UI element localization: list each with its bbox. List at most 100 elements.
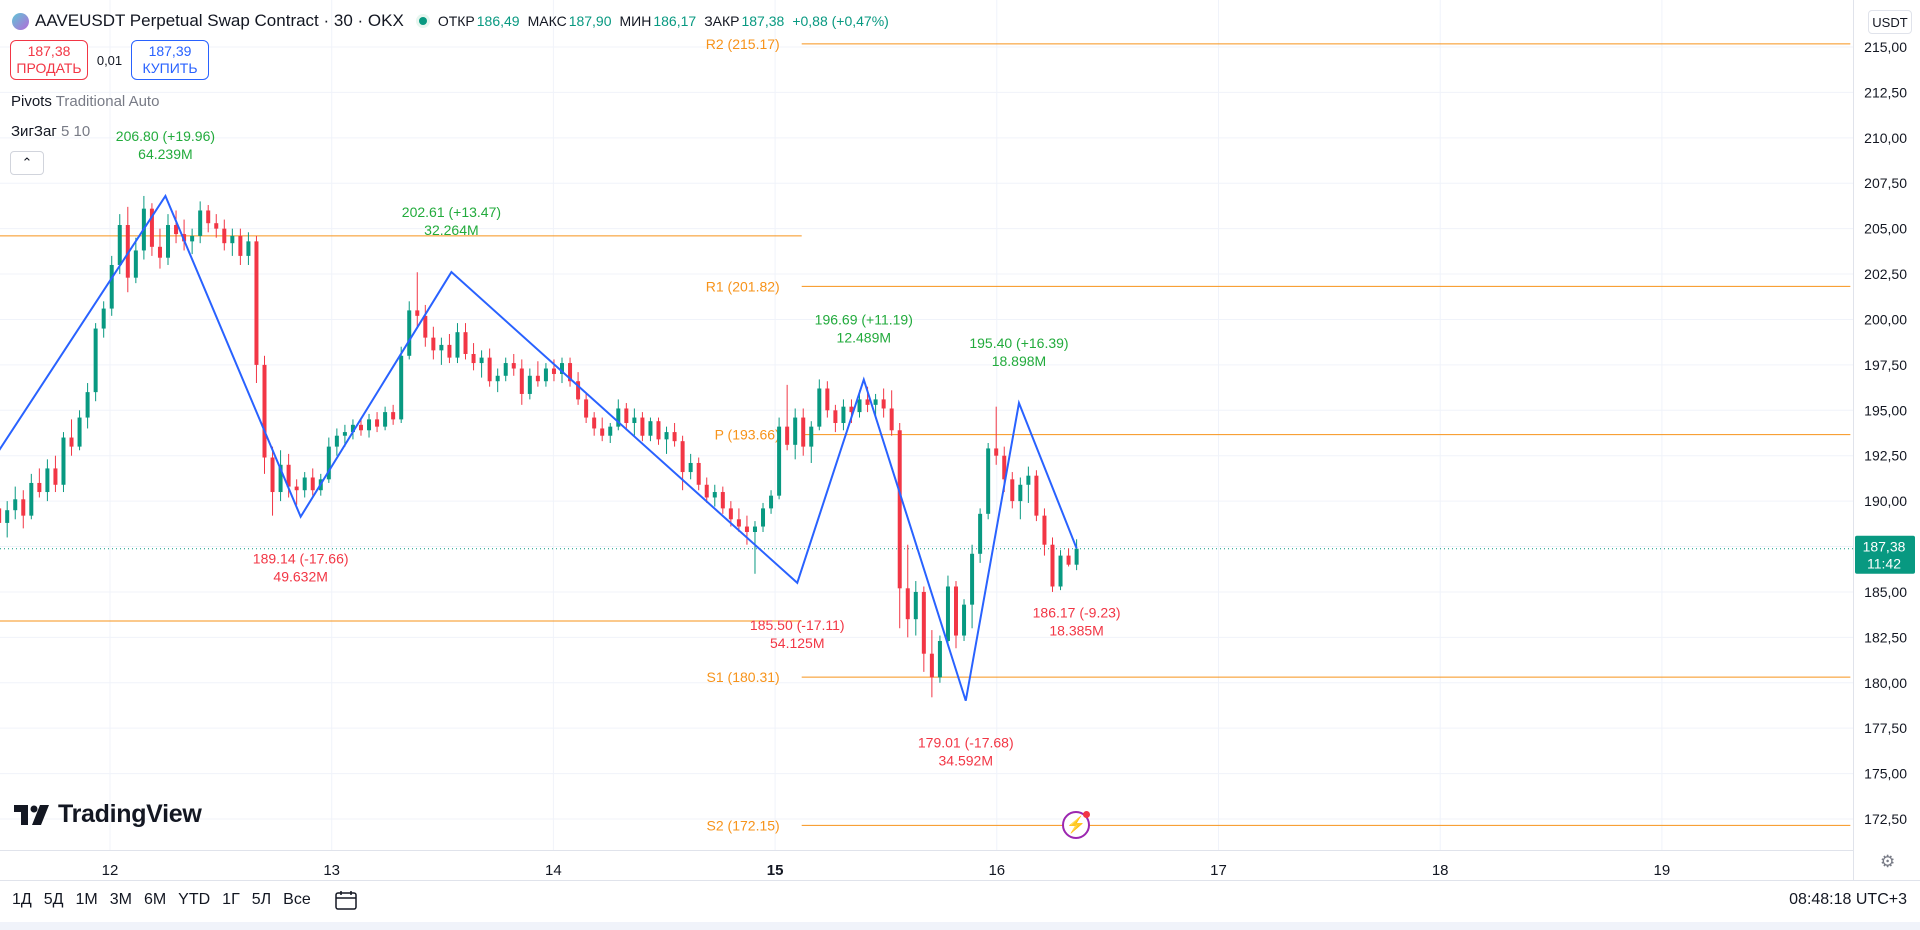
- candle-body: [463, 332, 468, 354]
- candle: [761, 502, 766, 532]
- zigzag-label-volume: 64.239M: [138, 146, 192, 162]
- candle-body: [761, 508, 766, 527]
- candle-body: [0, 508, 2, 523]
- range-1m-button[interactable]: 1М: [75, 891, 98, 908]
- candle-body: [471, 353, 476, 364]
- candle: [69, 419, 74, 456]
- range-1d-button[interactable]: 1Д: [12, 891, 32, 908]
- candle: [576, 372, 581, 405]
- clock-display[interactable]: 08:48:18 UTC+3: [1789, 891, 1907, 908]
- range-6m-button[interactable]: 6М: [143, 891, 167, 908]
- y-tick-label: 190,00: [1864, 493, 1907, 509]
- candle-body: [1066, 555, 1071, 565]
- trade-panel: 187,38 ПРОДАТЬ 0,01 187,39 КУПИТЬ: [10, 40, 209, 80]
- bolt-icon[interactable]: ⚡: [1062, 811, 1090, 839]
- candle: [1066, 548, 1071, 567]
- candle-body: [238, 235, 243, 256]
- candle-body: [849, 406, 854, 413]
- candle: [190, 228, 195, 255]
- currency-selector[interactable]: USDT: [1868, 10, 1912, 34]
- candle-body: [664, 432, 669, 440]
- candle-body: [962, 604, 967, 636]
- candle-body: [198, 210, 203, 236]
- candle: [608, 423, 613, 443]
- currency-label: USDT: [1872, 14, 1908, 30]
- candle-body: [511, 363, 516, 369]
- indicator-pivots[interactable]: Pivots Traditional Auto: [11, 93, 159, 110]
- zigzag-label-price: 179.01 (-17.68): [918, 735, 1014, 751]
- range-5y-button[interactable]: 5Л: [251, 891, 272, 908]
- chart-settings-gear-icon[interactable]: ⚙: [1880, 852, 1896, 871]
- candle: [769, 490, 774, 514]
- candle-body: [29, 482, 34, 516]
- candle: [897, 423, 902, 629]
- candle-body: [640, 417, 645, 436]
- y-tick-label: 180,00: [1864, 675, 1907, 691]
- range-1y-button[interactable]: 1Г: [222, 891, 240, 908]
- indicator-zigzag[interactable]: ЗигЗаг 5 10: [11, 123, 90, 140]
- range-3m-button[interactable]: 3М: [109, 891, 132, 908]
- candle: [206, 205, 211, 233]
- candle-body: [1034, 475, 1039, 516]
- candle-body: [736, 519, 741, 527]
- candle: [945, 575, 950, 647]
- candle: [37, 468, 42, 498]
- zigzag-label-volume: 54.125M: [770, 635, 824, 651]
- candle-body: [1026, 475, 1031, 485]
- y-tick-label: 200,00: [1864, 311, 1907, 327]
- candle: [93, 323, 98, 402]
- candle-body: [897, 430, 902, 589]
- symbol-title[interactable]: AAVEUSDT Perpetual Swap Contract · 30 · …: [35, 11, 404, 30]
- candle-body: [117, 225, 122, 265]
- candle-body: [166, 225, 171, 258]
- candle-body: [149, 208, 154, 247]
- candle-body: [85, 392, 90, 418]
- candle-body: [712, 492, 717, 498]
- zigzag-label-volume: 18.898M: [992, 353, 1046, 369]
- pivots-name: Pivots: [11, 93, 52, 110]
- candle: [246, 232, 251, 265]
- candle-body: [970, 553, 975, 605]
- bar-countdown: 11:42: [1867, 556, 1901, 572]
- collapse-indicators-button[interactable]: ⌃: [10, 151, 44, 175]
- candle-body: [527, 375, 532, 394]
- range-ytd-button[interactable]: YTD: [178, 891, 211, 908]
- buy-button[interactable]: 187,39 КУПИТЬ: [131, 40, 209, 80]
- candle-body: [431, 337, 436, 351]
- candle: [375, 412, 380, 433]
- y-tick-label: 192,50: [1864, 448, 1907, 464]
- candle: [431, 326, 436, 360]
- candle-body: [439, 344, 444, 351]
- candle-body: [174, 225, 179, 235]
- candle: [962, 599, 967, 641]
- candle-body: [423, 315, 428, 338]
- zigzag-label: 196.69 (+11.19) 12.489M: [815, 312, 913, 346]
- range-all-button[interactable]: Все: [283, 891, 311, 908]
- tradingview-watermark: TradingView: [14, 800, 202, 829]
- x-tick-label: 17: [1210, 862, 1227, 879]
- candle-body: [133, 250, 138, 278]
- candle: [21, 490, 26, 529]
- zigzag-label-price: 189.14 (-17.66): [253, 551, 349, 567]
- candle: [61, 432, 66, 493]
- candle: [310, 468, 315, 496]
- candle-body: [873, 399, 878, 405]
- range-5d-button[interactable]: 5Д: [43, 891, 64, 908]
- candle: [157, 228, 162, 269]
- sell-button[interactable]: 187,38 ПРОДАТЬ: [10, 40, 88, 80]
- candle-body: [954, 586, 959, 636]
- high-value: 187,90: [568, 13, 612, 29]
- candle: [13, 486, 18, 520]
- close-value: 187,38: [741, 13, 785, 29]
- calendar-icon[interactable]: [333, 888, 359, 912]
- zigzag-label: 195.40 (+16.39) 18.898M: [969, 335, 1068, 369]
- zigzag-label: 185.50 (-17.11) 54.125M: [750, 617, 845, 651]
- price-chart[interactable]: 215,00 212,50 210,00 207,50 205,00 202,50 200,…: [0, 0, 1920, 880]
- candle-body: [592, 417, 597, 429]
- candle: [793, 408, 798, 460]
- zigzag-line: [0, 193, 1078, 702]
- zigzag-label: 206.80 (+19.96) 64.239M: [116, 128, 215, 162]
- candle: [1058, 550, 1063, 591]
- candle-body: [391, 412, 396, 420]
- candle: [1074, 539, 1079, 571]
